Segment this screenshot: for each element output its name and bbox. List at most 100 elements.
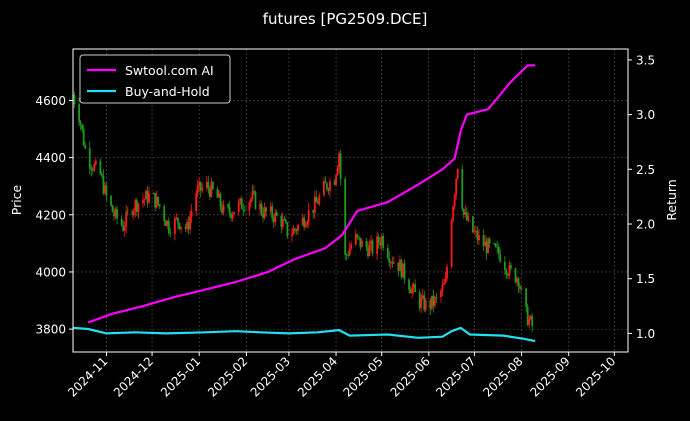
candle-body bbox=[382, 236, 385, 249]
candle-body bbox=[218, 193, 220, 198]
candle-body bbox=[198, 181, 201, 187]
y-right-tick-label: 1.0 bbox=[636, 327, 655, 341]
candle-body bbox=[79, 121, 82, 125]
candle-body bbox=[326, 183, 328, 190]
candle-body bbox=[421, 295, 424, 299]
candle-body bbox=[408, 279, 410, 290]
candle-body bbox=[329, 181, 331, 191]
legend-label-ai: Swtool.com AI bbox=[125, 63, 214, 78]
candle-body bbox=[237, 202, 240, 212]
plot-frame bbox=[72, 48, 629, 353]
candle-body bbox=[105, 185, 108, 196]
legend: Swtool.com AI Buy-and-Hold bbox=[79, 54, 231, 104]
candle-body bbox=[93, 164, 96, 171]
candle-body bbox=[157, 196, 160, 205]
candle-body bbox=[295, 229, 298, 231]
y-right-tick-label: 1.5 bbox=[636, 272, 655, 286]
candle-body bbox=[180, 226, 182, 230]
candle-body bbox=[207, 181, 210, 189]
candle-body bbox=[350, 244, 353, 249]
candle-body bbox=[208, 188, 211, 197]
candle-body bbox=[365, 240, 368, 248]
candle-body bbox=[386, 248, 389, 259]
candle-body bbox=[503, 261, 506, 270]
price-candles bbox=[72, 90, 534, 332]
y-axis-left-label: Price bbox=[9, 184, 24, 215]
candle-body bbox=[113, 212, 115, 217]
candle-body bbox=[467, 216, 470, 221]
candle-body bbox=[142, 200, 144, 204]
candle-body bbox=[312, 209, 315, 213]
legend-box bbox=[79, 54, 231, 104]
candle-body bbox=[248, 202, 251, 211]
candle-body bbox=[464, 211, 467, 215]
candle-body bbox=[123, 226, 126, 231]
candle-body bbox=[484, 241, 486, 247]
candle-body bbox=[111, 205, 114, 213]
candle-body bbox=[356, 234, 359, 237]
candle-body bbox=[531, 316, 534, 327]
candle-body bbox=[336, 167, 339, 176]
candle-body bbox=[126, 211, 129, 213]
candle-body bbox=[274, 212, 277, 223]
candle-body bbox=[164, 220, 167, 226]
candle-body bbox=[154, 192, 157, 208]
candle-body bbox=[516, 278, 518, 283]
candle-body bbox=[272, 217, 275, 223]
candle-body bbox=[392, 262, 395, 264]
ai-return-line bbox=[87, 64, 536, 324]
candle-body bbox=[380, 236, 383, 246]
candle-body bbox=[184, 226, 187, 229]
candle-body bbox=[456, 168, 459, 179]
candle-body bbox=[453, 194, 456, 207]
candle-body bbox=[333, 181, 336, 185]
legend-label-hold: Buy-and-Hold bbox=[125, 84, 210, 99]
candle-body bbox=[429, 300, 432, 309]
candle-body bbox=[461, 168, 464, 209]
candle-body bbox=[301, 217, 304, 226]
candle-body bbox=[114, 208, 117, 217]
candle-body bbox=[292, 228, 295, 235]
y-right-tick-label: 2.0 bbox=[636, 218, 655, 232]
candle-body bbox=[376, 236, 379, 254]
candle-body bbox=[433, 297, 436, 306]
candle-body bbox=[499, 254, 502, 262]
candle-body bbox=[496, 246, 499, 248]
candle-body bbox=[155, 196, 158, 208]
candle-body bbox=[368, 244, 371, 256]
candle-body bbox=[102, 175, 105, 194]
candle-body bbox=[134, 200, 137, 211]
candle-body bbox=[348, 248, 351, 256]
chart-title: futures [PG2509.DCE] bbox=[263, 10, 428, 28]
candle-body bbox=[528, 319, 531, 326]
candle-body bbox=[81, 124, 84, 130]
candle-body bbox=[389, 261, 392, 263]
candle-body bbox=[359, 237, 362, 248]
candle-body bbox=[152, 192, 155, 194]
candle-body bbox=[158, 204, 161, 207]
candle-body bbox=[519, 286, 521, 289]
candle-body bbox=[100, 173, 103, 176]
candle-body bbox=[315, 196, 318, 203]
candle-body bbox=[195, 193, 198, 212]
candle-body bbox=[529, 316, 532, 320]
candle-body bbox=[443, 283, 445, 285]
candle-body bbox=[402, 263, 404, 278]
candle-body bbox=[307, 209, 310, 222]
candle-body bbox=[260, 204, 263, 214]
candle-body bbox=[526, 306, 529, 326]
candle-body bbox=[254, 192, 257, 209]
candle-body bbox=[280, 215, 283, 227]
candle-body bbox=[304, 225, 307, 228]
candle-body bbox=[122, 225, 125, 231]
candle-body bbox=[222, 204, 225, 213]
candle-body bbox=[510, 265, 512, 269]
candle-body bbox=[99, 160, 102, 174]
candle-body bbox=[284, 219, 287, 223]
candle-body bbox=[297, 225, 299, 231]
candle-body bbox=[455, 178, 458, 195]
candle-body bbox=[94, 160, 97, 165]
candle-body bbox=[430, 295, 433, 309]
candle-body bbox=[450, 220, 453, 267]
candle-body bbox=[472, 216, 474, 233]
